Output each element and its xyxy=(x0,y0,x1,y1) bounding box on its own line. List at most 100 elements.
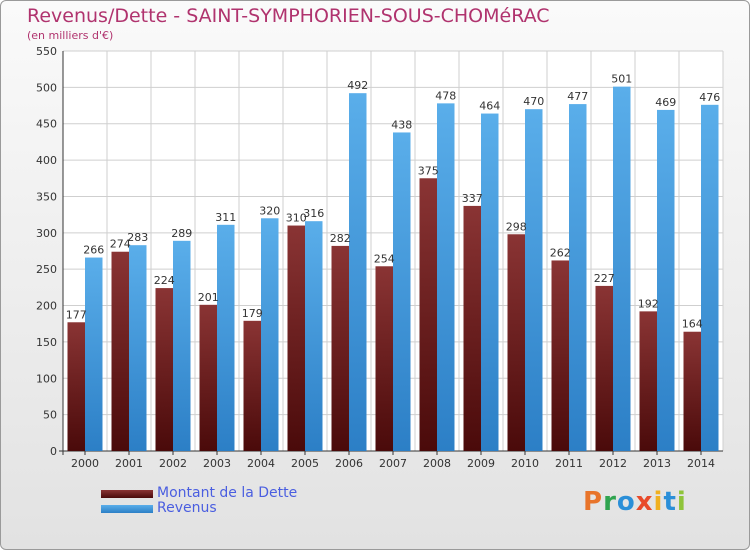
data-label: 501 xyxy=(611,73,632,86)
logo-letter: r xyxy=(603,487,617,517)
bar-revenus xyxy=(701,104,719,452)
bar-revenus xyxy=(217,224,235,451)
y-tick-label: 100 xyxy=(36,372,57,385)
logo-letter: t xyxy=(663,487,677,517)
y-tick-label: 400 xyxy=(36,154,57,167)
x-tick-label: 2005 xyxy=(291,457,319,470)
bar-dette xyxy=(463,205,481,451)
x-tick-label: 2003 xyxy=(203,457,231,470)
y-tick-label: 50 xyxy=(43,409,57,422)
x-tick-label: 2001 xyxy=(115,457,143,470)
x-tick-label: 2009 xyxy=(467,457,495,470)
data-label: 477 xyxy=(567,90,588,103)
data-label: 177 xyxy=(66,308,87,321)
y-tick-label: 350 xyxy=(36,190,57,203)
bar-revenus xyxy=(349,93,367,451)
data-label: 164 xyxy=(682,318,703,331)
bar-dette xyxy=(331,245,349,451)
bar-dette xyxy=(419,178,437,452)
x-tick-label: 2010 xyxy=(511,457,539,470)
logo-letter: i xyxy=(676,487,687,517)
x-tick-label: 2013 xyxy=(643,457,671,470)
chart-title: Revenus/Dette - SAINT-SYMPHORIEN-SOUS-CH… xyxy=(27,5,550,27)
data-label: 289 xyxy=(171,227,192,240)
data-label: 320 xyxy=(259,204,280,217)
bar-revenus xyxy=(129,245,147,451)
bar-dette xyxy=(199,304,217,451)
bar-revenus xyxy=(613,86,631,452)
chart-subtitle: (en milliers d'€) xyxy=(27,29,114,42)
bar-revenus xyxy=(393,132,411,452)
y-tick-label: 500 xyxy=(36,81,57,94)
bar-revenus xyxy=(569,104,587,451)
bar-revenus xyxy=(305,221,323,451)
data-label: 469 xyxy=(655,96,676,109)
data-label: 274 xyxy=(110,238,131,251)
bar-revenus xyxy=(85,257,103,451)
x-tick-label: 2008 xyxy=(423,457,451,470)
bar-revenus xyxy=(657,109,675,451)
bar-revenus xyxy=(261,218,279,451)
y-tick-label: 250 xyxy=(36,263,57,276)
data-label: 316 xyxy=(303,207,324,220)
data-label: 464 xyxy=(479,100,500,113)
logo-letter: i xyxy=(653,487,664,517)
bar-dette xyxy=(683,331,701,451)
y-tick-label: 550 xyxy=(36,45,57,58)
x-tick-label: 2000 xyxy=(71,457,99,470)
data-label: 375 xyxy=(418,164,439,177)
bar-dette xyxy=(243,320,261,451)
legend-label-revenus: Revenus xyxy=(157,500,217,516)
y-tick-label: 200 xyxy=(36,300,57,313)
data-label: 310 xyxy=(286,212,307,225)
data-label: 337 xyxy=(462,192,483,205)
y-tick-label: 300 xyxy=(36,227,57,240)
bar-revenus xyxy=(437,103,455,451)
data-label: 478 xyxy=(435,89,456,102)
bar-dette xyxy=(111,251,129,451)
logo-letter: P xyxy=(583,487,604,517)
bar-revenus xyxy=(173,240,191,451)
bar-dette xyxy=(507,234,525,451)
legend-swatch-dette xyxy=(101,490,153,498)
logo-letter: o xyxy=(616,487,636,517)
x-tick-label: 2002 xyxy=(159,457,187,470)
data-label: 227 xyxy=(594,272,615,285)
bar-dette xyxy=(287,225,305,451)
data-label: 492 xyxy=(347,79,368,92)
y-tick-label: 450 xyxy=(36,118,57,131)
bar-dette xyxy=(551,260,569,451)
bar-revenus xyxy=(481,113,499,451)
bar-revenus xyxy=(525,109,543,451)
y-tick-label: 0 xyxy=(50,445,57,458)
data-label: 201 xyxy=(198,291,219,304)
data-label: 224 xyxy=(154,274,175,287)
y-tick-label: 150 xyxy=(36,336,57,349)
bar-dette xyxy=(595,285,613,451)
x-tick-label: 2014 xyxy=(687,457,715,470)
proxiti-logo: Proxiti xyxy=(583,487,687,517)
data-label: 311 xyxy=(215,211,236,224)
data-label: 192 xyxy=(638,297,659,310)
bar-dette xyxy=(67,322,85,451)
data-label: 179 xyxy=(242,307,263,320)
data-label: 254 xyxy=(374,252,395,265)
bar-dette xyxy=(375,266,393,451)
bars xyxy=(67,86,719,452)
data-label: 282 xyxy=(330,232,351,245)
data-label: 266 xyxy=(83,244,104,257)
axes: 0 50 100 150 200 250 300 350 400 450 500 550 2000 200… xyxy=(36,45,723,470)
bar-dette xyxy=(155,288,173,451)
x-tick-label: 2012 xyxy=(599,457,627,470)
x-tick-label: 2011 xyxy=(555,457,583,470)
bar-dette xyxy=(639,311,657,451)
x-tick-label: 2004 xyxy=(247,457,275,470)
data-label: 298 xyxy=(506,220,527,233)
data-label: 283 xyxy=(127,231,148,244)
data-label: 470 xyxy=(523,95,544,108)
logo-letter: x xyxy=(635,487,654,517)
data-label: 476 xyxy=(699,91,720,104)
